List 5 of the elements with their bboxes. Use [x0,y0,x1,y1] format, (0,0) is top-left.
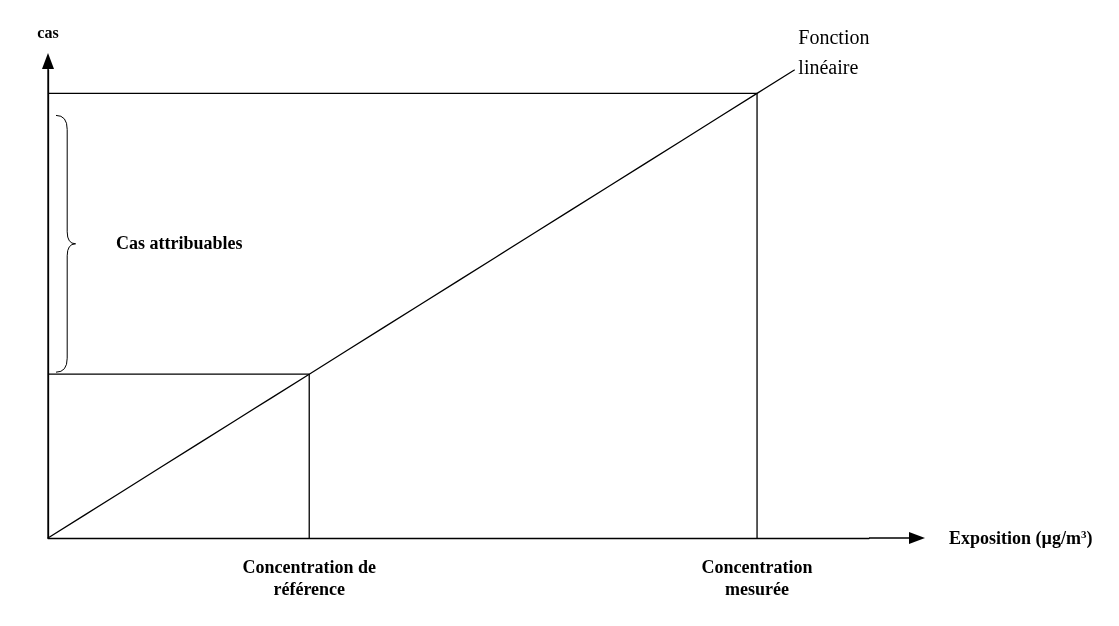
annotation: Fonction linéaire [798,26,870,78]
y-axis-title: cas [37,23,59,41]
x-tick-label: Concentration de référence [242,557,376,599]
annotation: Cas attribuables [116,232,243,253]
x-tick-label: Concentration mesurée [701,557,813,599]
